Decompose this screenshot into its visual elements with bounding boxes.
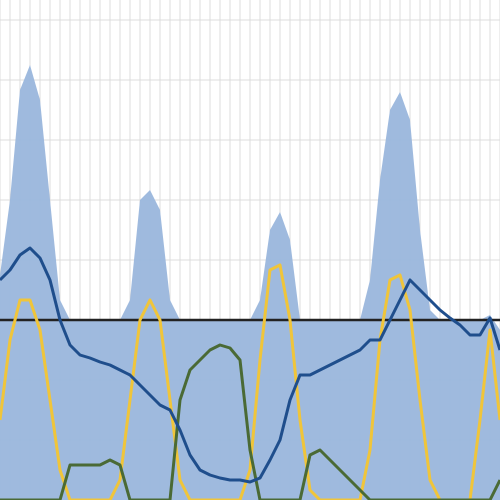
line xyxy=(0,263,500,500)
line xyxy=(0,343,500,500)
line xyxy=(0,246,500,484)
